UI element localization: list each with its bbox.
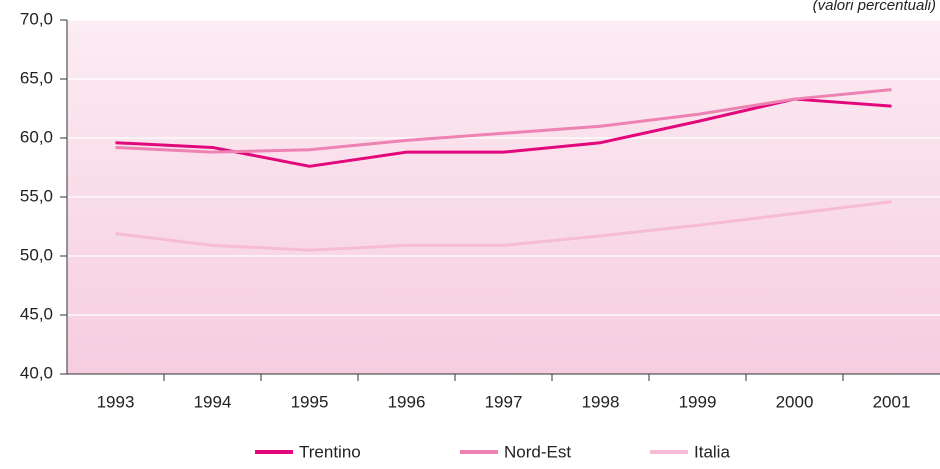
- y-tick-label: 60,0: [20, 127, 53, 146]
- y-tick-label: 45,0: [20, 304, 53, 323]
- legend-label: Italia: [694, 442, 730, 461]
- x-tick-label: 2000: [776, 392, 814, 411]
- legend-label: Trentino: [299, 442, 361, 461]
- x-tick-label: 1997: [485, 392, 523, 411]
- line: [115, 200, 892, 252]
- y-tick-label: 65,0: [20, 68, 53, 87]
- x-tick-label: 1994: [194, 392, 232, 411]
- x-tick-label: 1998: [582, 392, 620, 411]
- legend-label: Nord-Est: [504, 442, 571, 461]
- x-tick-label: 1993: [97, 392, 135, 411]
- line: [115, 97, 892, 168]
- y-tick-label: 40,0: [20, 363, 53, 382]
- x-tick-label: 1996: [388, 392, 426, 411]
- x-tick-label: 1999: [679, 392, 717, 411]
- subtitle: (valori percentuali): [813, 0, 936, 14]
- y-tick-label: 50,0: [20, 245, 53, 264]
- x-tick-label: 2001: [873, 392, 911, 411]
- y-tick-label: 70,0: [20, 9, 53, 28]
- y-tick-label: 55,0: [20, 186, 53, 205]
- x-tick-label: 1995: [291, 392, 329, 411]
- line: [115, 88, 892, 154]
